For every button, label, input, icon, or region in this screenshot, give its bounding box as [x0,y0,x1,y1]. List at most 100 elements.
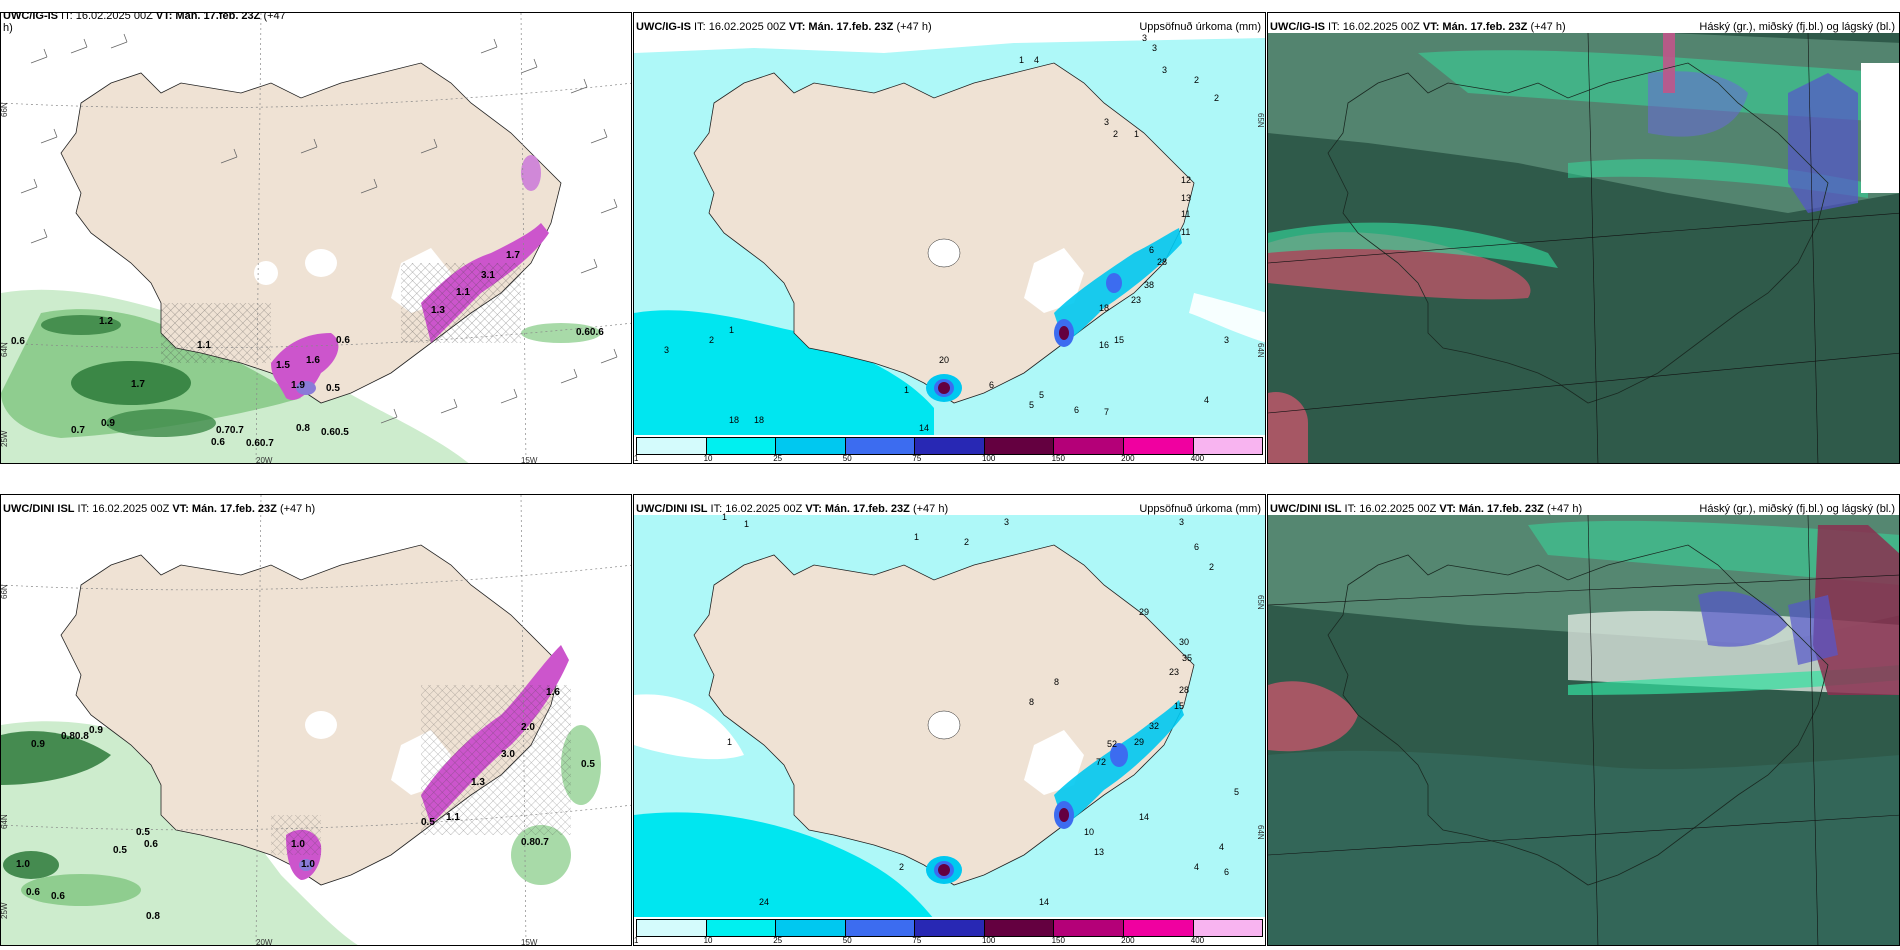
precip-label: 72 [1096,757,1106,767]
snow-area-south [271,333,339,401]
model-name: UWC/DINI ISL [636,503,708,515]
wind-label: 0.6 [11,336,25,347]
vt-label: VT: [155,12,173,22]
model-name: UWC/DINI ISL [1270,503,1342,515]
panel-field-title: Háský (gr.), miðský (fj.bl.) og lágský (… [1699,503,1895,515]
precip-label: 32 [1149,721,1159,731]
wind-label: 0.60.7 [246,438,274,449]
precip-label: 24 [759,897,769,907]
precip-label: 15 [1174,701,1184,711]
snow-label: 2.0 [521,722,535,733]
precip-label: 3 [1152,43,1157,53]
vt-label: VT: [1422,21,1440,33]
precip-label: 1 [1134,129,1139,139]
colorbar-tick: 25 [773,936,783,945]
colorbar-swatches [636,437,1263,455]
precip-label: 6 [989,380,994,390]
precip-colorbar: 1 10 25 50 75 100 150 200 400 [634,917,1265,945]
precip-label: 11 [1181,209,1190,219]
cloud-area-red [1268,681,1358,752]
axis-labels: 65N 64N [1256,113,1265,358]
panel-header: UWC/DINI ISL IT: 16.02.2025 00Z VT: Mán.… [636,503,948,515]
lead-time: (+47 h) [1543,503,1583,515]
precip-label: 18 [729,415,739,425]
colorbar-tick: 150 [1051,454,1065,463]
colorbar-tick: 100 [981,936,996,945]
map-panel-dini-clouds: UWC/DINI ISL IT: 16.02.2025 00Z VT: Mán.… [1267,494,1900,946]
precip-label: 29 [1139,607,1149,617]
init-time: IT: 16.02.2025 00Z [74,503,173,515]
snow-label: 1.5 [276,360,290,371]
wind-area-strong [71,361,191,405]
axis-labels: 66N 64N 25W 20W 15W [1,584,538,945]
wind-label: 0.6 [51,891,65,902]
precip-label: 3 [1162,65,1167,75]
wind-label: 0.9 [101,418,115,429]
init-time: IT: 16.02.2025 00Z [1325,21,1423,33]
svg-text:64N: 64N [1,342,9,357]
svg-text:66N: 66N [1,584,9,599]
precip-label: 7 [1104,407,1109,417]
wind-label: 0.80.7 [521,837,549,848]
precip-label: 2 [1209,562,1214,572]
precip-label: 2 [1113,129,1118,139]
wind-label: 0.60.5 [321,427,349,438]
precip-label: 5 [1234,787,1239,797]
svg-text:66N: 66N [1,102,9,117]
precip-label: 13 [1094,847,1104,857]
precip-label: 3 [1179,517,1184,527]
colorbar-tick: 100 [981,454,996,463]
precip-label: 52 [1107,739,1117,749]
colorbar-tick: 200 [1121,454,1135,463]
snow-label: 0.6 [336,335,350,346]
valid-time: Mán. 17.feb. 23Z [188,503,277,515]
precip-label: 14 [919,423,929,433]
precip-label: 4 [1034,55,1039,65]
colorbar-swatches [636,919,1263,937]
lead-time: (+47 [260,12,286,22]
wind-area-strong [1,731,111,785]
precip-label: 13 [1181,193,1191,203]
wind-label: 0.7 [71,425,85,436]
snow-label: 1.3 [431,305,445,316]
panel-header: UWC/IG-IS IT: 16.02.2025 00Z VT: Mán. 17… [1270,21,1566,33]
precip-values: 1 1 3 1 2 3 6 2 29 30 35 23 28 15 32 52 … [722,512,1239,945]
colorbar-tick: 25 [773,454,783,463]
axis-labels: 66N 64N 25W 20W 15W [1,102,538,463]
wind-label: 1.0 [16,859,30,870]
precip-label: 1 [914,532,919,542]
wind-label: 0.5 [113,845,127,856]
wind-label: 0.5 [581,759,595,770]
snow-label: 1.7 [506,250,520,261]
map-panel-dini-wind-snow: UWC/DINI ISL IT: 16.02.2025 00Z VT: Mán.… [0,494,632,946]
wind-label: 0.8 [146,911,160,922]
wind-label: 0.70.7 [216,425,244,436]
value-labels: 1.2 0.6 1.1 1.7 0.7 0.9 0.70.7 0.6 0.60.… [11,250,604,449]
panel-field-title: Uppsöfnuð úrkoma (mm) [1139,503,1261,515]
init-time: IT: 16.02.2025 00Z [58,12,156,22]
hatch-area [401,263,521,343]
snow-label: 1.0 [301,859,315,870]
precip-label: 1 [1019,55,1024,65]
precip-label: 28 [1179,685,1189,695]
precip-label: 3 [1004,517,1009,527]
precip-label: 8 [1029,697,1034,707]
model-name: UWC/IG-IS [636,21,691,33]
precip-label: 14 [1039,897,1049,907]
precip-label: 5 [1029,400,1034,410]
panel-header: UWC/DINI ISL IT: 16.02.2025 00Z VT: Mán.… [1270,503,1582,515]
precip-label: 6 [1149,245,1154,255]
svg-text:64N: 64N [1,814,9,829]
precip-label: 30 [1179,637,1189,647]
vt-label: VT: [172,503,189,515]
iceland-outline [1327,62,1829,404]
colorbar-tick: 150 [1051,936,1065,945]
panel-field-title: Uppsöfnuð úrkoma (mm) [1139,21,1261,33]
map-wind-snow: 0.9 0.80.8 0.9 1.0 0.5 0.5 0.6 0.6 0.6 0… [1,495,631,945]
lead-time: (+47 h) [276,503,316,515]
valid-time: Mán. 17.feb. 23Z [172,12,261,22]
precip-label: 29 [1134,737,1144,747]
snow-label: 1.9 [291,380,305,391]
init-time: IT: 16.02.2025 00Z [1341,503,1440,515]
svg-text:65N: 65N [1256,595,1265,610]
